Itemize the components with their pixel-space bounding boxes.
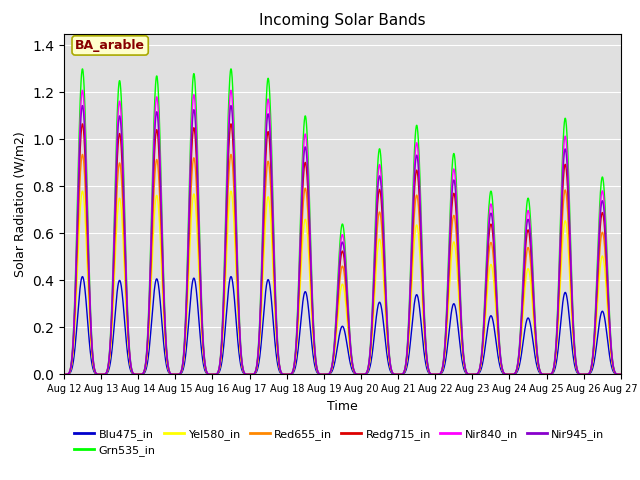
Grn535_in [60,372,68,377]
Nir945_in [371,252,379,258]
Redg715_in [504,372,512,377]
Nir945_in [216,363,223,369]
Redg715_in [568,294,575,300]
Yel580_in [359,372,367,377]
Line: Nir840_in: Nir840_in [64,90,621,374]
Redg715_in [79,121,86,127]
Nir840_in [617,372,625,377]
Yel580_in [371,290,379,296]
Red655_in [60,372,68,377]
Blu475_in [216,369,223,374]
Nir840_in [568,284,575,289]
Text: BA_arable: BA_arable [75,39,145,52]
Blu475_in [60,372,68,377]
Line: Nir945_in: Nir945_in [64,106,621,374]
Grn535_in [79,66,86,72]
Grn535_in [504,372,512,377]
Line: Redg715_in: Redg715_in [64,124,621,374]
Nir945_in [584,372,591,377]
Blu475_in [617,372,625,377]
Yel580_in [504,372,512,377]
Line: Blu475_in: Blu475_in [64,276,621,374]
Yel580_in [568,315,575,321]
X-axis label: Time: Time [327,400,358,413]
Yel580_in [79,188,86,194]
Blu475_in [79,274,86,279]
Blu475_in [359,372,367,377]
Nir840_in [371,245,379,251]
Blu475_in [584,372,591,377]
Red655_in [359,372,367,377]
Title: Incoming Solar Bands: Incoming Solar Bands [259,13,426,28]
Grn535_in [584,372,591,377]
Grn535_in [568,277,575,283]
Line: Yel580_in: Yel580_in [64,191,621,374]
Grn535_in [617,372,625,377]
Nir840_in [584,372,591,377]
Yel580_in [617,372,625,377]
Nir840_in [216,363,223,369]
Grn535_in [216,362,223,368]
Red655_in [617,372,625,377]
Red655_in [371,274,379,280]
Y-axis label: Solar Radiation (W/m2): Solar Radiation (W/m2) [13,131,27,277]
Redg715_in [216,364,223,370]
Line: Red655_in: Red655_in [64,155,621,374]
Yel580_in [216,366,223,372]
Redg715_in [60,372,68,377]
Line: Grn535_in: Grn535_in [64,69,621,374]
Red655_in [504,372,512,377]
Red655_in [584,372,591,377]
Nir945_in [504,372,512,377]
Redg715_in [359,372,367,377]
Nir945_in [617,372,625,377]
Redg715_in [371,260,379,266]
Nir840_in [79,87,86,93]
Legend: Blu475_in, Grn535_in, Yel580_in, Red655_in, Redg715_in, Nir840_in, Nir945_in: Blu475_in, Grn535_in, Yel580_in, Red655_… [70,424,609,460]
Blu475_in [371,328,379,334]
Nir840_in [60,372,68,377]
Blu475_in [504,372,512,377]
Red655_in [79,152,86,157]
Red655_in [568,303,575,309]
Nir840_in [359,372,367,377]
Yel580_in [584,372,591,377]
Nir945_in [568,288,575,294]
Nir945_in [79,103,86,108]
Nir840_in [504,372,512,377]
Blu475_in [568,341,575,347]
Nir945_in [60,372,68,377]
Nir945_in [359,372,367,377]
Redg715_in [584,372,591,377]
Grn535_in [371,236,379,242]
Redg715_in [617,372,625,377]
Red655_in [216,365,223,371]
Grn535_in [359,372,367,377]
Yel580_in [60,372,68,377]
